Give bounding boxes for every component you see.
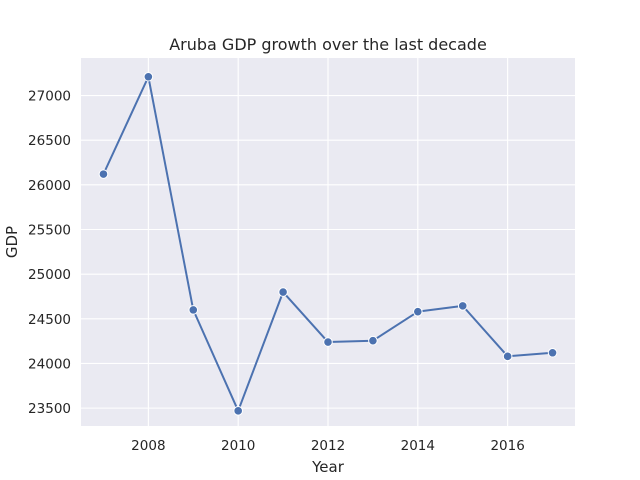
y-tick-label: 24500 xyxy=(28,312,71,328)
y-gridlines xyxy=(81,94,575,409)
x-tick-label: 2012 xyxy=(311,438,345,454)
x-tick-label: 2014 xyxy=(401,438,435,454)
y-tick-label: 23500 xyxy=(28,401,71,417)
y-tick-label: 26000 xyxy=(28,178,71,194)
data-point xyxy=(323,337,333,347)
y-axis-label: GDP xyxy=(3,226,21,258)
data-point xyxy=(368,335,378,346)
data-point xyxy=(502,351,513,362)
data-point xyxy=(188,305,199,315)
x-gridlines xyxy=(147,58,509,426)
chart-title: Aruba GDP growth over the last decade xyxy=(169,35,487,54)
y-tick-label: 25000 xyxy=(28,267,71,283)
y-tick-labels: 23500 24000 24500 25000 25500 26000 26500 27000 xyxy=(28,89,71,418)
y-tick-label: 27000 xyxy=(28,89,71,105)
data-point xyxy=(278,287,288,297)
series-layer xyxy=(98,71,558,416)
data-point xyxy=(547,347,558,358)
y-tick-label: 26500 xyxy=(28,133,71,149)
x-tick-label: 2010 xyxy=(221,438,255,454)
data-point xyxy=(98,169,109,179)
y-tick-label: 25500 xyxy=(28,222,71,238)
x-tick-label: 2016 xyxy=(490,438,524,454)
x-tick-label: 2008 xyxy=(131,438,165,454)
data-point xyxy=(413,306,423,317)
y-tick-label: 24000 xyxy=(28,356,71,372)
x-axis-label: Year xyxy=(311,458,345,476)
data-point xyxy=(143,71,154,82)
data-point xyxy=(233,406,243,416)
data-point xyxy=(457,301,468,311)
x-tick-labels: 2008 2010 2012 2014 2016 xyxy=(131,438,525,454)
